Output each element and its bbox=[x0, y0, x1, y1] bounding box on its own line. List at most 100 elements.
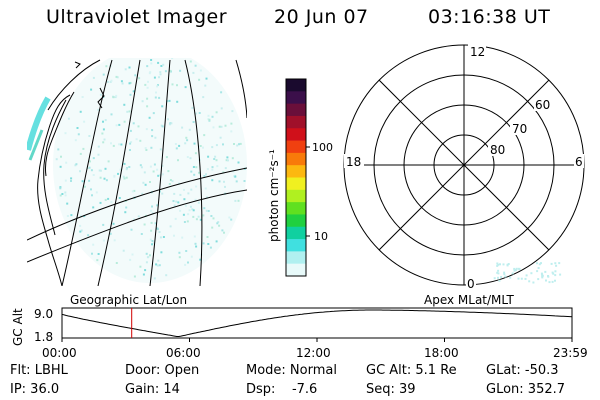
emission-pixel bbox=[193, 142, 196, 145]
emission-pixel bbox=[66, 202, 69, 205]
emission-pixel bbox=[204, 187, 207, 190]
colorbar-swatch bbox=[286, 251, 306, 265]
lat-line bbox=[27, 189, 247, 263]
emission-pixel bbox=[165, 156, 168, 159]
emission-pixel bbox=[65, 161, 68, 164]
emission-pixel bbox=[112, 144, 115, 147]
emission-pixel bbox=[164, 70, 167, 73]
emission-pixel bbox=[90, 188, 92, 191]
mlt-label-18: 18 bbox=[346, 155, 361, 169]
emission-pixel bbox=[113, 239, 116, 242]
lat-label-70: 70 bbox=[512, 122, 527, 136]
emission-pixel bbox=[171, 58, 174, 60]
emission-pixel bbox=[153, 277, 156, 280]
polar-emission-pixel bbox=[499, 263, 501, 266]
emission-pixel bbox=[212, 217, 215, 220]
emission-pixel bbox=[149, 181, 151, 183]
polar-emission-pixel bbox=[513, 269, 516, 272]
emission-pixel bbox=[150, 229, 153, 232]
emission-pixel bbox=[237, 199, 240, 202]
emission-pixel bbox=[129, 129, 132, 132]
polar-emission-pixel bbox=[559, 273, 562, 276]
emission-pixel bbox=[202, 146, 204, 149]
emission-pixel bbox=[70, 214, 73, 217]
emission-pixel bbox=[189, 157, 192, 160]
emission-pixel bbox=[150, 59, 153, 61]
emission-pixel bbox=[169, 225, 172, 228]
label-bg bbox=[466, 276, 476, 290]
emission-pixel bbox=[64, 191, 67, 194]
emission-pixel bbox=[159, 71, 162, 74]
emission-pixel bbox=[149, 71, 152, 74]
coastline bbox=[45, 91, 75, 177]
emission-pixel bbox=[149, 254, 151, 257]
coastline bbox=[37, 94, 71, 286]
emission-pixel bbox=[102, 120, 104, 123]
emission-pixel bbox=[116, 76, 119, 79]
emission-pixel bbox=[105, 65, 108, 68]
emission-pixel bbox=[161, 125, 164, 128]
polar-emission-pixel bbox=[548, 281, 551, 284]
polar-emission-pixel bbox=[502, 263, 505, 266]
emission-pixel bbox=[195, 218, 198, 221]
mlt-label-0: 0 bbox=[467, 277, 475, 291]
lon-line bbox=[97, 59, 141, 286]
emission-pixel bbox=[230, 218, 233, 221]
emission-pixel bbox=[183, 188, 185, 191]
emission-pixel bbox=[173, 192, 176, 195]
auroral-arc bbox=[27, 96, 51, 151]
colorbar-swatch bbox=[286, 140, 306, 154]
emission-pixel bbox=[170, 122, 173, 125]
emission-pixel bbox=[187, 261, 189, 264]
emission-pixel bbox=[222, 143, 224, 146]
altitude-curve bbox=[61, 309, 573, 337]
emission-pixel bbox=[169, 69, 172, 72]
polar-emission-speckles bbox=[493, 262, 562, 284]
emission-pixel bbox=[222, 171, 225, 174]
emission-disk bbox=[53, 58, 247, 283]
emission-pixel bbox=[176, 84, 178, 87]
polar-emission-pixel bbox=[496, 264, 499, 267]
emission-pixel bbox=[88, 135, 91, 137]
emission-pixel bbox=[97, 145, 100, 148]
emission-pixel bbox=[198, 78, 201, 81]
emission-pixel bbox=[121, 82, 124, 85]
emission-pixel bbox=[131, 253, 134, 256]
emission-pixel bbox=[169, 179, 172, 181]
emission-pixel bbox=[211, 166, 214, 169]
apex-mlat-label: Apex MLat/MLT bbox=[424, 293, 514, 307]
emission-pixel bbox=[150, 221, 153, 224]
emission-pixel bbox=[140, 233, 143, 235]
emission-pixel bbox=[91, 252, 93, 255]
emission-pixel bbox=[129, 93, 132, 96]
polar-emission-pixel bbox=[507, 263, 510, 265]
emission-pixel bbox=[236, 144, 239, 147]
emission-pixel bbox=[177, 159, 179, 162]
emission-pixel bbox=[79, 170, 81, 173]
colorbar-swatch bbox=[286, 239, 306, 252]
geo-image-group bbox=[27, 58, 247, 286]
polar-emission-pixel bbox=[536, 270, 539, 273]
lon-line bbox=[235, 59, 247, 119]
x-tick-0000: 00:00 bbox=[42, 346, 77, 360]
polar-emission-pixel bbox=[554, 279, 556, 282]
emission-pixel bbox=[66, 215, 69, 217]
polar-emission-pixel bbox=[511, 272, 514, 275]
polar-emission-pixel bbox=[496, 271, 499, 274]
emission-pixel bbox=[187, 213, 190, 216]
emission-pixel bbox=[120, 143, 123, 146]
emission-pixel bbox=[197, 215, 200, 218]
emission-speckles bbox=[55, 58, 246, 280]
emission-pixel bbox=[203, 207, 206, 210]
date-label: 20 Jun 07 bbox=[274, 6, 369, 28]
emission-pixel bbox=[194, 152, 197, 155]
emission-pixel bbox=[221, 229, 224, 232]
emission-pixel bbox=[188, 128, 191, 131]
emission-pixel bbox=[208, 118, 211, 121]
emission-pixel bbox=[91, 194, 93, 197]
colorbar-swatch bbox=[286, 115, 306, 129]
emission-pixel bbox=[104, 167, 107, 170]
emission-pixel bbox=[87, 234, 90, 237]
emission-pixel bbox=[218, 224, 221, 227]
